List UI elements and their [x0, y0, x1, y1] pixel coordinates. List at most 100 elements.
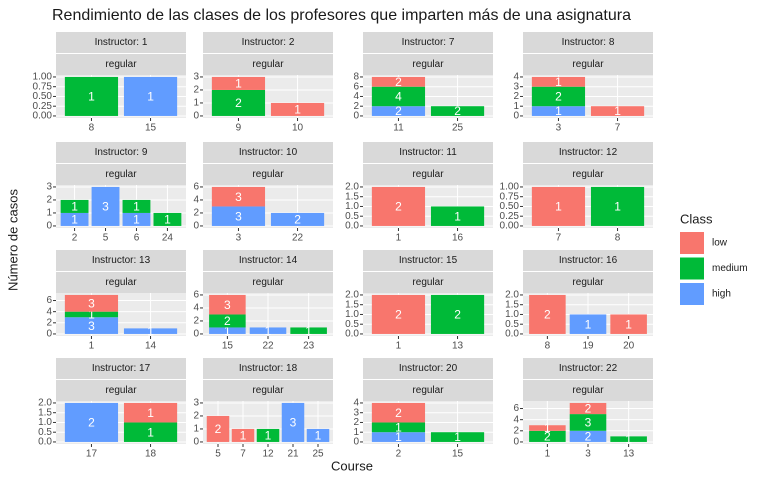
data-label: 2: [454, 104, 461, 118]
x-tick-label: 25: [312, 449, 324, 460]
y-tick-label: 0.00: [33, 111, 53, 122]
data-label: 1: [454, 430, 461, 444]
bar-segment: [64, 294, 119, 312]
data-label: 2: [294, 213, 301, 227]
y-tick-label: 2: [193, 411, 199, 422]
data-label: 3: [88, 296, 95, 310]
x-tick-label: 25: [452, 123, 464, 134]
y-tick-label: 2: [193, 208, 199, 219]
y-tick-label: 0.75: [500, 191, 520, 202]
x-tick-label: 9: [236, 123, 242, 134]
data-label: 1: [625, 317, 632, 331]
y-tick-label: 4: [193, 195, 199, 206]
x-tick-label: 22: [262, 341, 274, 352]
y-tick-label: 0: [193, 221, 199, 232]
x-tick-label: 20: [623, 341, 635, 352]
strip: [203, 380, 333, 401]
y-tick-label: 1.0: [345, 201, 359, 212]
bar-segment: [211, 89, 266, 116]
bar-segment: [569, 314, 607, 334]
data-label: 1: [133, 200, 140, 214]
strip: [523, 272, 653, 293]
bar-segment: [569, 414, 607, 431]
strip-label: Instructor: 16: [559, 255, 618, 266]
bar-segment: [64, 317, 119, 334]
x-tick-label: 15: [145, 123, 157, 134]
bar-segment: [64, 76, 119, 116]
data-label: 3: [585, 416, 592, 430]
y-tick-label: 2.0: [345, 290, 359, 301]
data-label: 2: [88, 416, 95, 430]
strip-label: Instructor: 11: [399, 147, 457, 158]
y-tick-label: 6: [193, 182, 199, 193]
data-label: 3: [102, 200, 109, 214]
bar-segment: [231, 428, 255, 442]
y-tick-label: 4: [46, 306, 52, 317]
chart-title: Rendimiento de las clases de los profeso…: [52, 7, 631, 24]
bar-segment: [531, 186, 586, 226]
y-tick-label: 1.5: [345, 299, 359, 310]
x-tick-label: 3: [236, 233, 242, 244]
legend-key: [680, 257, 704, 280]
legend-key: [680, 232, 704, 254]
y-tick-label: 0.75: [33, 81, 53, 92]
x-tick-label: 7: [615, 123, 621, 134]
data-label: 1: [585, 317, 592, 331]
y-tick-label: 1.5: [505, 299, 519, 310]
y-tick-label: 0: [46, 221, 52, 232]
data-label: 2: [555, 90, 562, 104]
y-tick-label: 1: [46, 208, 52, 219]
data-label: 1: [88, 308, 95, 322]
bar-segment: [153, 212, 182, 226]
y-tick-label: 3: [193, 398, 199, 409]
bar-segment: [531, 76, 586, 87]
bar-segment: [122, 199, 151, 213]
data-label: 1: [88, 90, 95, 104]
y-tick-label: 1.00: [500, 182, 520, 193]
y-tick-label: 3: [353, 407, 359, 418]
y-tick-label: 2.0: [505, 290, 519, 301]
bar-segment: [430, 294, 485, 334]
strip-label: regular: [105, 277, 137, 288]
y-tick-label: 1: [193, 424, 199, 435]
strip: [203, 142, 333, 163]
strip: [363, 250, 493, 271]
x-tick-label: 18: [145, 449, 157, 460]
data-label: 1: [235, 77, 242, 91]
bar-segment: [430, 432, 485, 442]
bar-segment: [371, 402, 426, 423]
y-tick-label: 0.5: [38, 427, 52, 438]
strip: [56, 32, 186, 53]
bar-segment: [249, 327, 287, 334]
y-tick-label: 0.00: [500, 221, 520, 232]
y-tick-label: 4: [193, 303, 199, 314]
x-tick-label: 8: [615, 233, 621, 244]
y-tick-label: 3: [513, 81, 519, 92]
y-tick-label: 2: [46, 317, 52, 328]
data-label: 1: [454, 209, 461, 223]
bar-segment: [371, 432, 426, 442]
bar-segment: [371, 294, 426, 334]
strip: [203, 250, 333, 271]
y-tick-label: 0: [353, 437, 359, 448]
data-label: 2: [395, 308, 402, 322]
x-tick-label: 7: [556, 233, 562, 244]
strip: [56, 380, 186, 401]
y-tick-label: 1.00: [33, 72, 53, 83]
x-tick-label: 1: [396, 341, 402, 352]
y-axis-label: Número de casos: [5, 189, 20, 291]
y-tick-label: 2: [46, 195, 52, 206]
y-tick-label: 8: [353, 72, 359, 83]
y-tick-label: 0.50: [33, 91, 53, 102]
x-tick-label: 5: [215, 449, 221, 460]
x-tick-label: 2: [396, 449, 402, 460]
strip-label: regular: [105, 385, 137, 396]
y-tick-label: 1.0: [345, 309, 359, 320]
data-label: 1: [240, 429, 247, 443]
data-label: 1: [395, 430, 402, 444]
bar-segment: [610, 436, 647, 442]
strip-label: Instructor: 9: [95, 147, 148, 158]
y-tick-label: 4: [353, 398, 359, 409]
strip: [203, 54, 333, 75]
y-tick-label: 1.0: [505, 309, 519, 320]
